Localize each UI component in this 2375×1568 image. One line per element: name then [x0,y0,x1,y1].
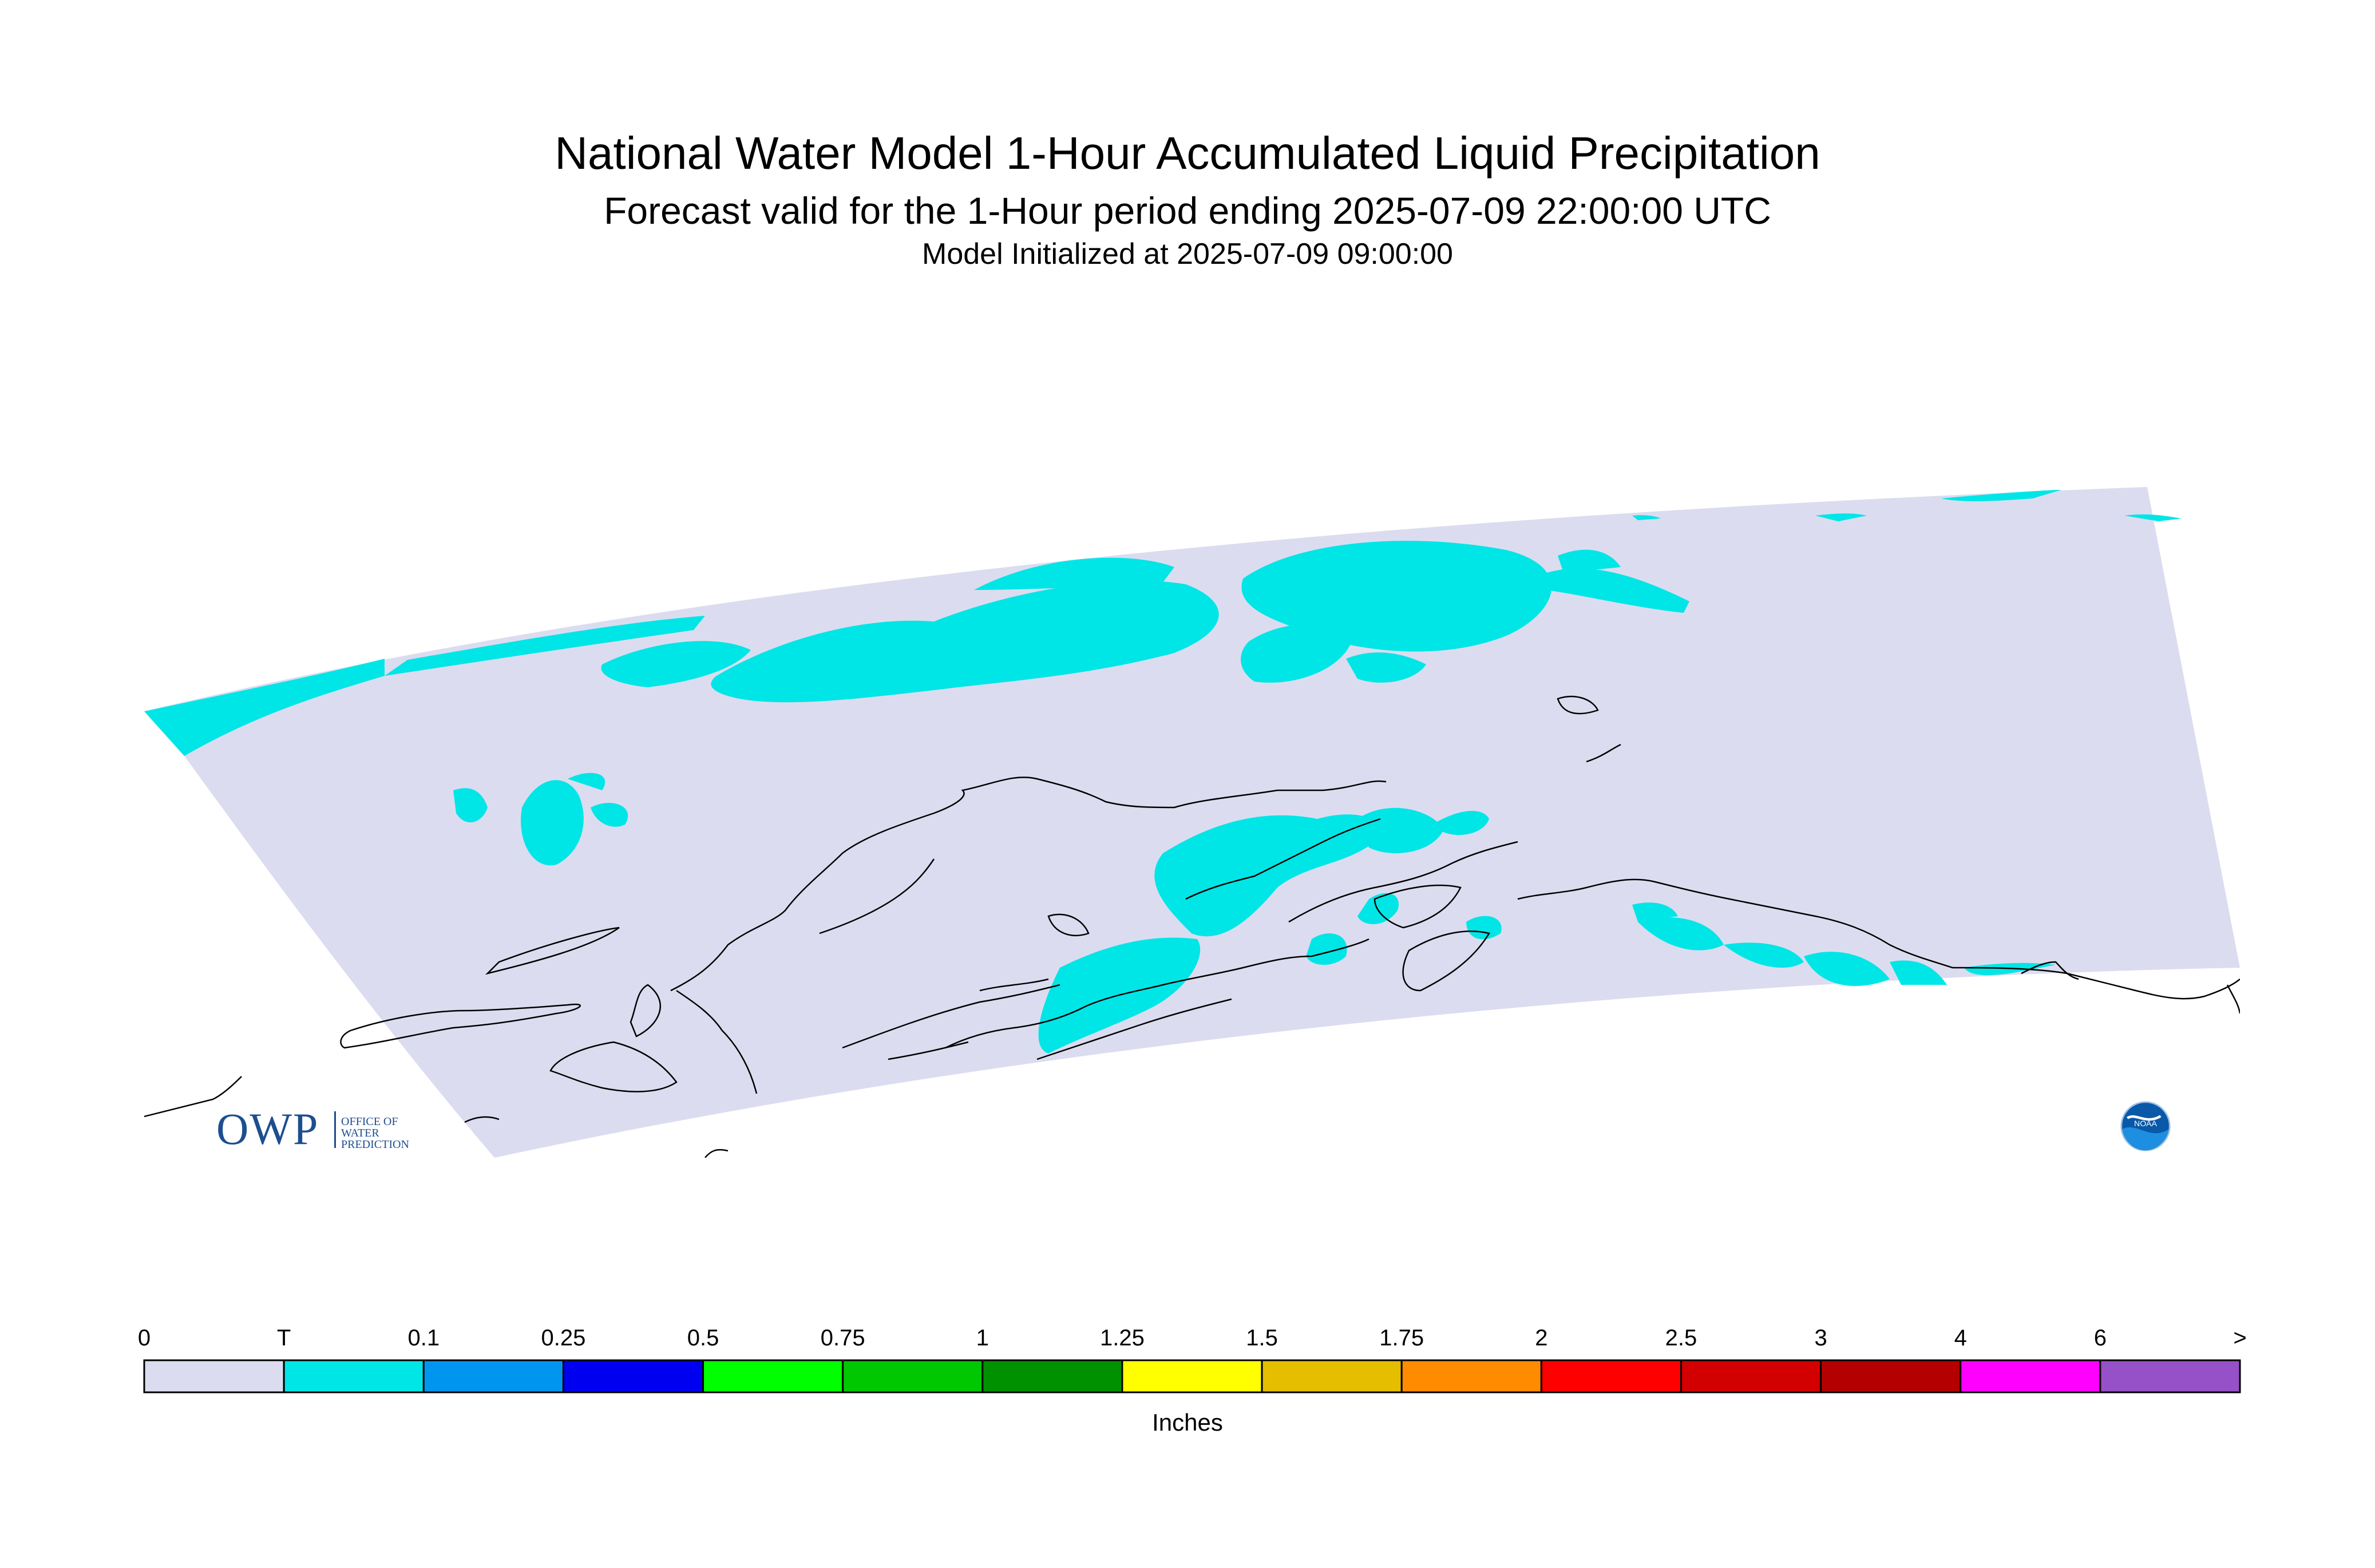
colorbar-tick-label: 2 [1535,1325,1547,1351]
colorbar-box [1400,1359,1542,1393]
colorbar-tick-label: 1.25 [1100,1325,1145,1351]
colorbar-tick-label: 1.5 [1246,1325,1278,1351]
colorbar-tick-label: 0 [138,1325,151,1351]
colorbar-tick-label: 1 [976,1325,989,1351]
colorbar-tick-label: 0.5 [687,1325,719,1351]
noaa-logo-text: NOAA [2134,1119,2158,1128]
colorbar-tick-label: 4 [1954,1325,1967,1351]
noaa-logo-icon: NOAA [2120,1101,2171,1151]
colorbar-tick-label: > [2233,1325,2246,1351]
colorbar-box [702,1359,844,1393]
colorbar-tick-label: 6 [2094,1325,2107,1351]
colorbar-box [143,1359,285,1393]
colorbar-tick-label: 0.75 [821,1325,865,1351]
colorbar-tick-label: 2.5 [1665,1325,1697,1351]
colorbar-box [2099,1359,2241,1393]
colorbar-box [283,1359,425,1393]
model-init-time: Model Initialized at 2025-07-09 09:00:00 [922,237,1453,271]
colorbar-box [1680,1359,1822,1393]
colorbar-unit-label: Inches [1152,1409,1223,1436]
colorbar-box [422,1359,564,1393]
precipitation-map [144,487,2240,1158]
owp-logo-text-2: WATER [341,1127,379,1139]
colorbar-tick-label: T [277,1325,291,1351]
colorbar-box [1960,1359,2101,1393]
map-subtitle: Forecast valid for the 1-Hour period end… [604,189,1771,232]
colorbar-box [981,1359,1123,1393]
owp-logo-text-3: PREDICTION [341,1138,409,1151]
colorbar-tick-label: 0.25 [541,1325,585,1351]
colorbar-tick-label: 1.75 [1379,1325,1424,1351]
colorbar-box [1540,1359,1682,1393]
map-title: National Water Model 1-Hour Accumulated … [555,128,1820,179]
colorbar-box [1121,1359,1263,1393]
colorbar-box [562,1359,704,1393]
owp-logo-text-1: OFFICE OF [341,1115,398,1128]
colorbar-tick-label: 3 [1814,1325,1827,1351]
colorbar-box [842,1359,984,1393]
owp-logo-mark: OWP [216,1104,319,1154]
colorbar-box [1820,1359,1962,1393]
colorbar-tick-label: 0.1 [407,1325,440,1351]
owp-logo-divider [334,1111,336,1148]
coastlines [144,695,2240,1158]
colorbar-box [1261,1359,1403,1393]
owp-logo: OWP OFFICE OF WATER PREDICTION [216,1103,434,1155]
